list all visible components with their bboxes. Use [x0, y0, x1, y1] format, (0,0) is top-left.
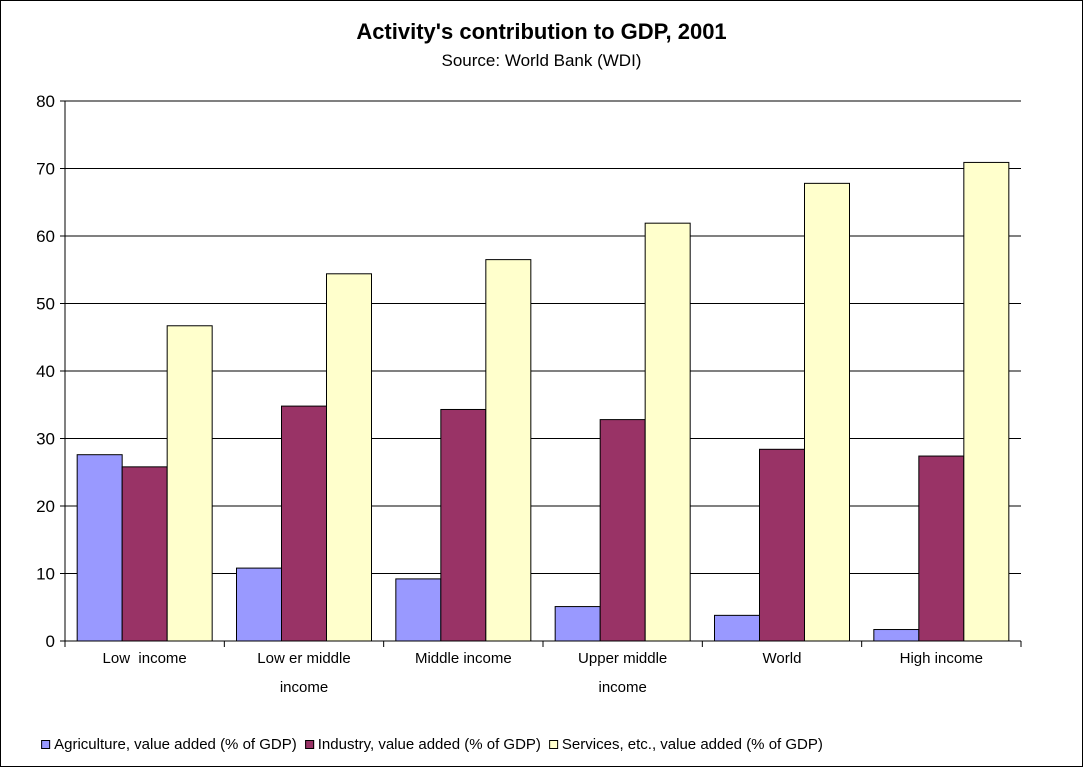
- bar: [76, 454, 123, 642]
- bar: [166, 325, 213, 642]
- legend-swatch-services: [548, 740, 558, 749]
- legend-item-services: Services, etc., value added (% of GDP): [548, 736, 823, 753]
- chart-title: Activity's contribution to GDP, 2001: [356, 19, 727, 44]
- bar: [918, 455, 965, 642]
- legend-label-services: Services, etc., value added (% of GDP): [561, 736, 823, 753]
- bar: [714, 614, 760, 642]
- bar: [326, 273, 372, 642]
- bar: [873, 629, 920, 642]
- x-tick-label: Low er middle income: [257, 650, 350, 696]
- y-tick-label: 70: [36, 160, 55, 179]
- legend-swatch-agriculture: [41, 740, 51, 749]
- bar: [485, 259, 532, 642]
- legend: Agriculture, value added (% of GDP) Indu…: [41, 736, 823, 753]
- bar: [963, 161, 1010, 642]
- bar: [599, 419, 646, 642]
- bar: [644, 222, 691, 642]
- x-tick-label: World: [763, 650, 802, 667]
- bar: [759, 448, 805, 642]
- y-tick-label: 80: [36, 92, 55, 111]
- y-tick-label: 40: [36, 362, 55, 381]
- y-tick-label: 10: [36, 565, 55, 584]
- legend-swatch-industry: [304, 740, 314, 749]
- y-tick-label: 20: [36, 497, 55, 516]
- bar: [804, 182, 850, 642]
- x-tick-label: Low income: [103, 650, 187, 667]
- x-tick-label: Upper middle income: [578, 650, 667, 696]
- bar: [121, 466, 168, 642]
- legend-label-agriculture: Agriculture, value added (% of GDP): [54, 736, 297, 753]
- chart-subtitle: Source: World Bank (WDI): [441, 51, 642, 70]
- legend-label-industry: Industry, value added (% of GDP): [317, 736, 541, 753]
- bar: [554, 606, 601, 642]
- bar: [440, 408, 487, 642]
- y-tick-label: 50: [36, 295, 55, 314]
- legend-item-industry: Industry, value added (% of GDP): [304, 736, 541, 753]
- bar: [236, 567, 282, 642]
- y-tick-label: 0: [46, 632, 55, 651]
- bar: [395, 578, 442, 642]
- y-tick-label: 30: [36, 430, 55, 449]
- x-tick-label: High income: [900, 650, 983, 667]
- y-tick-label: 60: [36, 227, 55, 246]
- legend-item-agriculture: Agriculture, value added (% of GDP): [41, 736, 297, 753]
- x-tick-label: Middle income: [415, 650, 512, 667]
- bar: [281, 405, 327, 642]
